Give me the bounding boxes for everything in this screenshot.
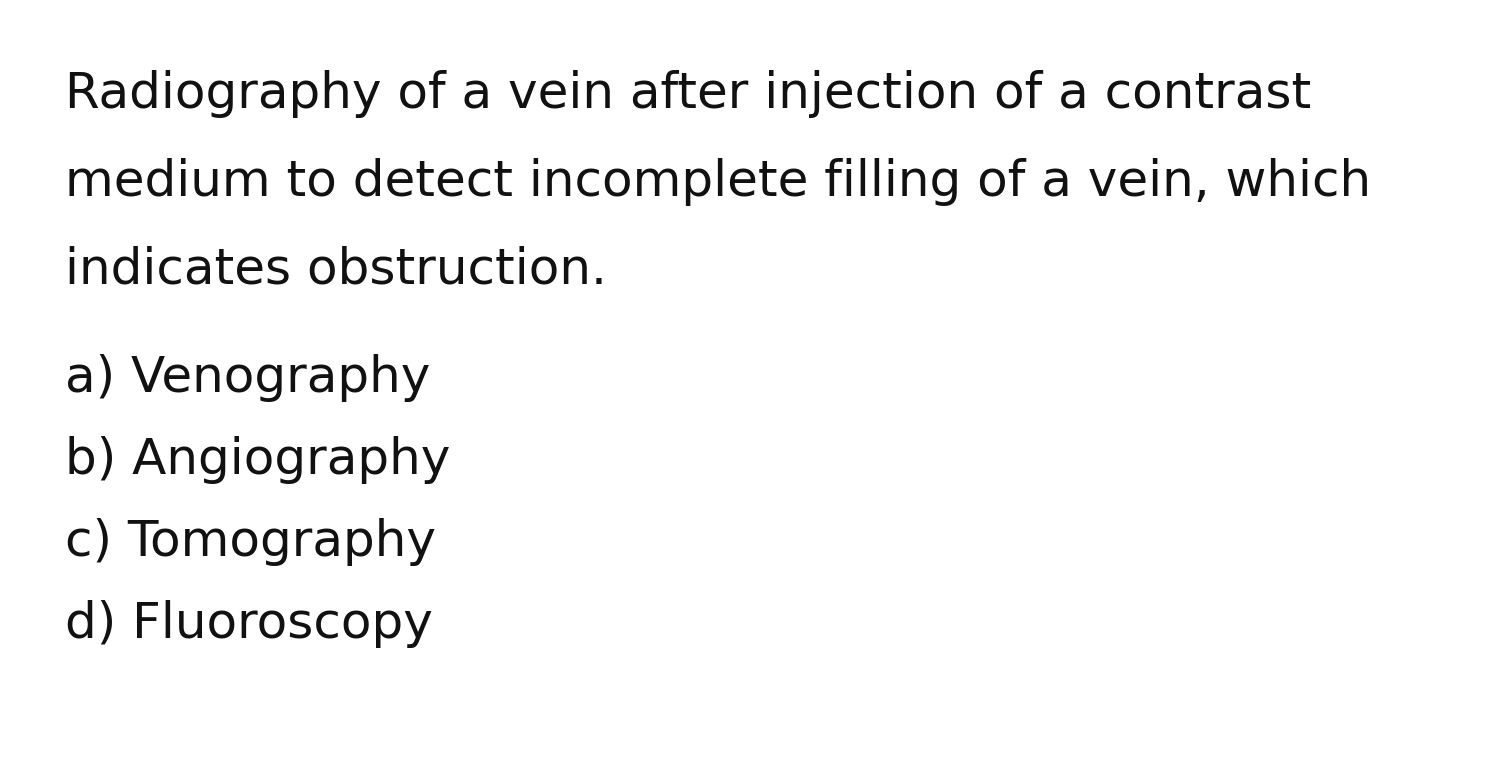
Text: b) Angiography: b) Angiography	[64, 436, 450, 484]
Text: d) Fluoroscopy: d) Fluoroscopy	[64, 600, 434, 648]
Text: Radiography of a vein after injection of a contrast: Radiography of a vein after injection of…	[64, 70, 1311, 118]
Text: medium to detect incomplete filling of a vein, which: medium to detect incomplete filling of a…	[64, 158, 1371, 206]
Text: a) Venography: a) Venography	[64, 354, 430, 402]
Text: indicates obstruction.: indicates obstruction.	[64, 246, 608, 294]
Text: c) Tomography: c) Tomography	[64, 518, 436, 566]
